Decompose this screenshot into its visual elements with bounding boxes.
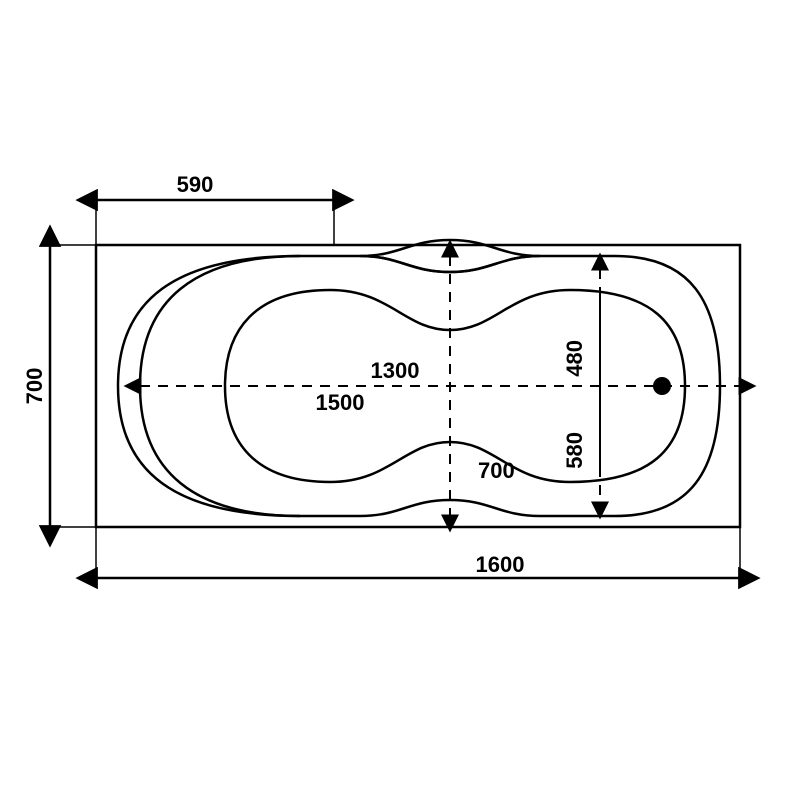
dim-700-outer-label: 700: [22, 368, 47, 405]
bathtub-dimension-drawing: 590 700 1600 1500 1300 700 580 480: [0, 0, 800, 800]
dim-580-label: 580: [562, 432, 587, 469]
dim-1600-label: 1600: [476, 552, 525, 577]
dim-700-outer: 700: [22, 245, 96, 527]
dim-480-label: 480: [562, 340, 587, 377]
dim-590-label: 590: [177, 172, 214, 197]
dim-590: 590: [96, 172, 334, 245]
dim-1300-label: 1300: [371, 358, 420, 383]
dim-700-inner-label: 700: [478, 458, 515, 483]
dim-1600: 1600: [96, 527, 740, 588]
dim-1300: 1300: [371, 358, 420, 383]
dim-1500: 1500: [140, 386, 740, 415]
dim-1500-label: 1500: [316, 390, 365, 415]
